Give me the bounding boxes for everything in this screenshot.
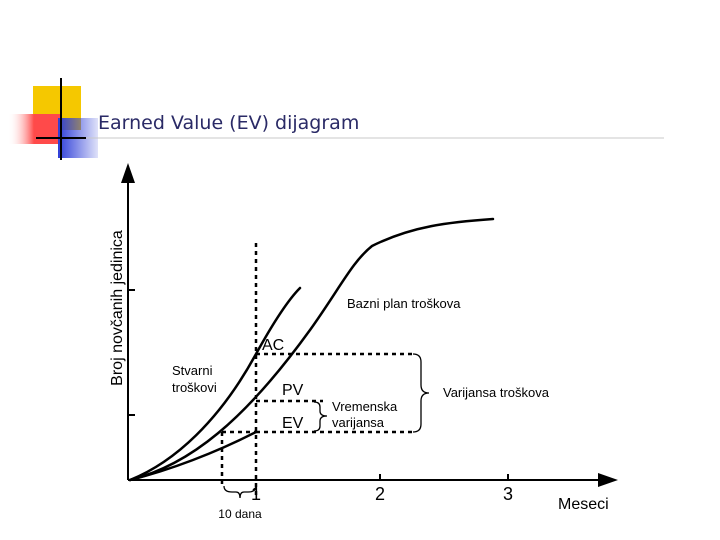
cost-variance-bracket [412,353,430,433]
actual-cost-label-line2: troškovi [172,380,217,395]
curves [128,217,495,482]
time-offset-bracket [223,485,257,499]
schedule-variance-label-line2: varijansa [332,415,385,430]
time-offset-label: 10 dana [218,507,262,521]
ev-label: EV [282,415,304,432]
actual-cost-label-line1: Stvarni [172,363,213,378]
x-axis-arrow-icon [598,473,618,487]
y-axis-arrow-icon [121,163,135,183]
brackets [223,353,430,499]
schedule-variance-label-line1: Vremenska [332,399,398,414]
reference-lines [220,352,412,484]
x-axis-label: Meseci [558,496,609,513]
schedule-variance-bracket [313,401,328,432]
earned-value-curve [128,430,258,482]
x-tick-label: 3 [503,484,513,504]
x-tick-label: 2 [375,484,385,504]
ac-label: AC [262,337,284,354]
planned-curve-label: Bazni plan troškova [347,296,461,311]
slide-title: Earned Value (EV) dijagram [98,112,360,134]
actual-cost-curve [128,286,302,482]
pv-label: PV [282,382,304,399]
axes [121,163,618,487]
y-axis-label: Broj novčanih jedinica [109,230,126,386]
planned-value-curve [128,217,495,482]
x-tick-label: 1 [251,484,261,504]
cost-variance-label: Varijansa troškova [443,385,550,400]
